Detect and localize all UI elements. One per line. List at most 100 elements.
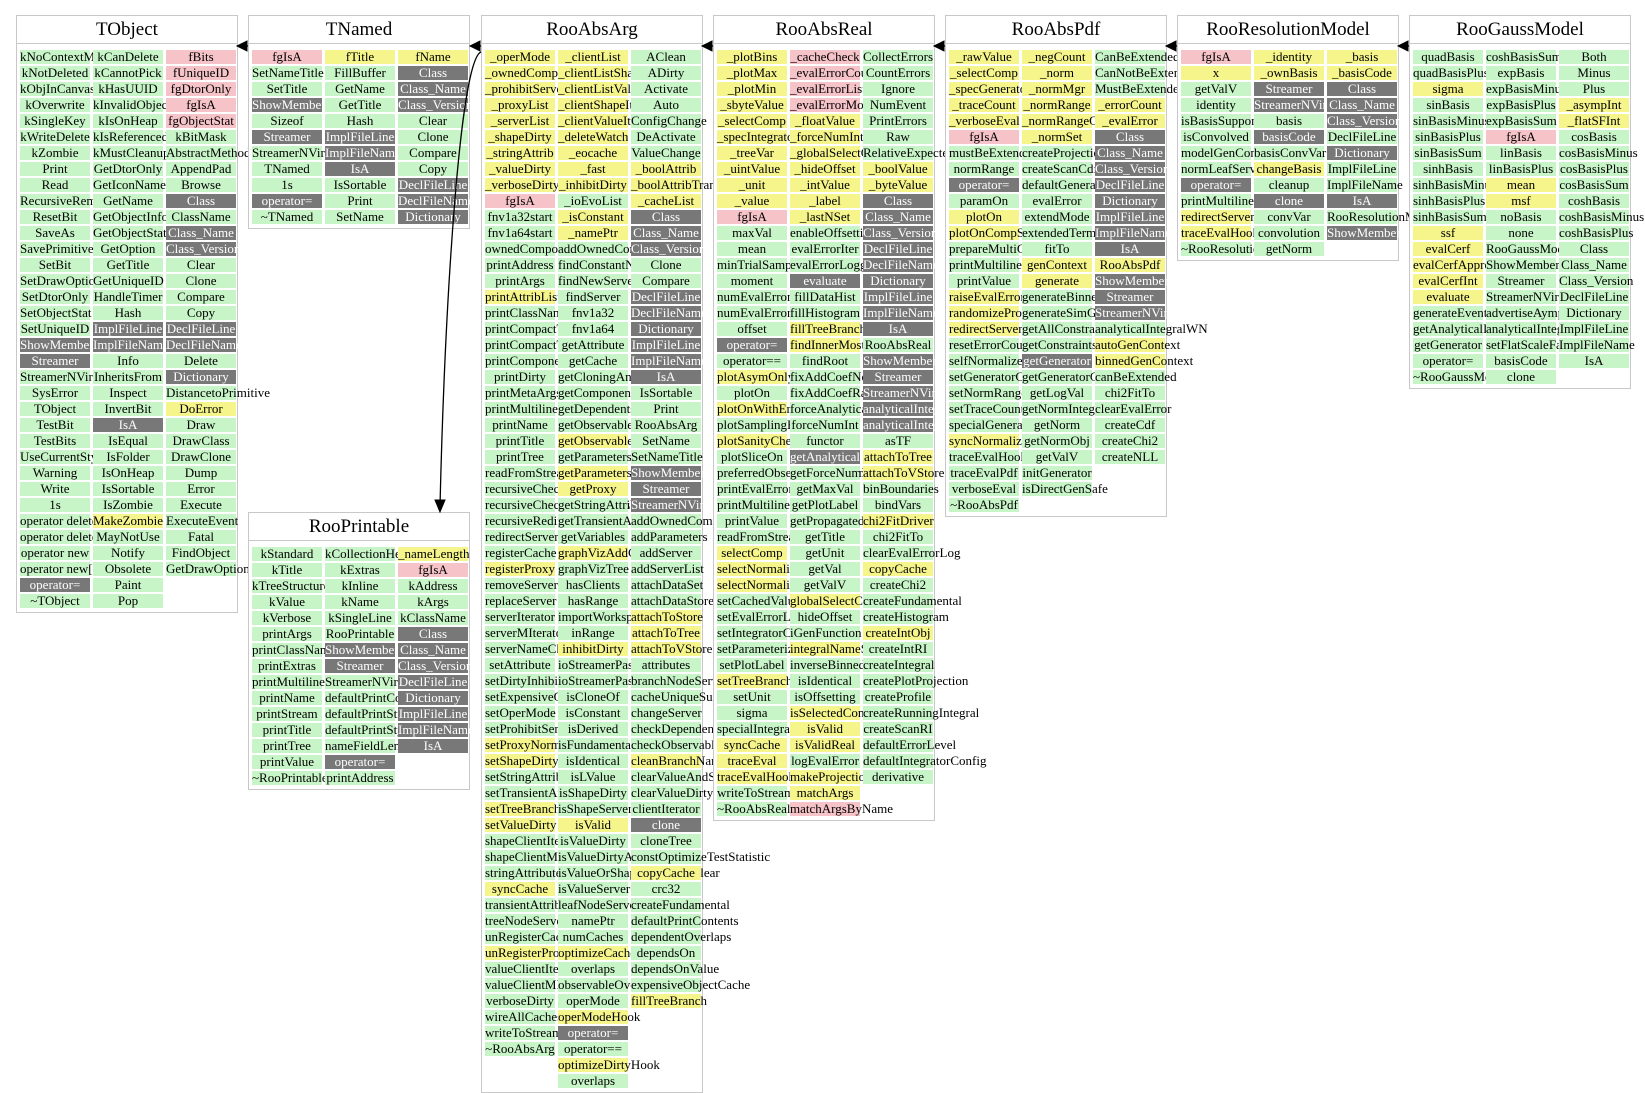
class-title: RooAbsArg bbox=[482, 16, 702, 44]
member-item: printCompactTreeHook bbox=[485, 338, 609, 352]
member-label: createFundamental bbox=[863, 593, 962, 608]
member-item: ImplFileLine bbox=[398, 707, 468, 721]
member-item: findServer bbox=[558, 290, 628, 304]
member-item: ownedComponents bbox=[485, 242, 585, 256]
member-label: selectComp bbox=[721, 545, 783, 560]
member-item: createRunningIntegral bbox=[863, 706, 979, 720]
member-label: ShowMembers bbox=[631, 465, 710, 480]
member-item: plotOnCompSelect bbox=[949, 226, 1049, 240]
member-label: Class_Version bbox=[1095, 161, 1170, 176]
member-label: createIntRI bbox=[868, 641, 928, 656]
member-label: fnv1a32 bbox=[571, 305, 615, 320]
member-label: Sizeof bbox=[270, 113, 304, 128]
member-item: Read bbox=[20, 178, 90, 192]
member-item: ImplFileName bbox=[93, 338, 169, 352]
member-label: printName bbox=[492, 417, 548, 432]
member-label: coshBasisPlus bbox=[1559, 225, 1634, 240]
member-item: autoGenContext bbox=[1095, 338, 1180, 352]
member-item: traceEvalHook bbox=[1181, 226, 1259, 240]
member-label: integralNameSuffix bbox=[790, 641, 894, 656]
member-item: valueClientMIterator bbox=[485, 978, 595, 992]
member-item: SetDrawOption bbox=[20, 273, 102, 288]
member-item: printAddress bbox=[485, 258, 555, 272]
member-label: isOffsetting bbox=[794, 689, 856, 704]
member-label: isValueServer bbox=[558, 881, 631, 896]
member-item: AppendPad bbox=[166, 162, 236, 176]
member-item: fgIsA bbox=[949, 130, 1019, 144]
member-item: Dictionary bbox=[1559, 306, 1629, 320]
member-label: matchArgs bbox=[796, 785, 854, 800]
member-label: GetDtorOnly bbox=[93, 161, 163, 176]
member-label: _clientShapeIter bbox=[558, 97, 644, 112]
member-label: minTrialSamples bbox=[717, 257, 807, 272]
edge-roogaussmodel-to-rooresolutionmodel bbox=[1396, 40, 1409, 52]
member-item: setParameterizeIntegral bbox=[717, 642, 840, 656]
member-label: CountErrors bbox=[865, 65, 931, 80]
member-label: RooAbsPdf bbox=[1099, 257, 1161, 272]
member-item: crc32 bbox=[631, 882, 701, 896]
member-label: registerCache bbox=[485, 545, 557, 560]
member-item: TNamed bbox=[252, 162, 322, 176]
member-label: printCompactTree bbox=[485, 321, 580, 336]
member-item: Class bbox=[1559, 242, 1629, 256]
member-label: ImplFileLine bbox=[1095, 209, 1165, 224]
member-item: Raw bbox=[863, 130, 933, 144]
member-label: kIsOnHeap bbox=[98, 113, 158, 128]
member-item: HandleTimer bbox=[93, 290, 163, 304]
member-item: getValV bbox=[790, 578, 860, 592]
member-label: ShowMembers bbox=[1486, 257, 1565, 272]
member-item: CountErrors bbox=[863, 66, 933, 80]
member-item: operator= bbox=[558, 1026, 628, 1040]
member-label: redirectServersHook bbox=[949, 321, 1057, 336]
member-item: attachDataSet bbox=[631, 578, 703, 592]
member-item: StreamerNVirtual bbox=[1254, 98, 1346, 112]
member-item: cosBasis bbox=[1559, 130, 1629, 144]
member-label: isValueDirtyAndClear bbox=[558, 849, 675, 864]
member-item: _normRange bbox=[1022, 98, 1092, 112]
member-label: binBoundaries bbox=[863, 481, 939, 496]
member-label: kNoContextMenu bbox=[20, 49, 114, 64]
member-label: clientIterator bbox=[632, 801, 700, 816]
member-label: isBasisSupported bbox=[1181, 113, 1272, 128]
member-label: HandleTimer bbox=[93, 289, 163, 304]
member-label: operator= bbox=[726, 337, 778, 352]
member-item: DoError bbox=[166, 402, 236, 416]
member-item: plotOnWithErrorBand bbox=[717, 402, 833, 416]
member-label: evalError bbox=[1032, 193, 1082, 208]
member-label: Clone bbox=[185, 273, 217, 288]
member-label: isIdentical bbox=[565, 753, 621, 768]
member-label: SetDrawOption bbox=[20, 273, 102, 288]
member-item: generateEvent bbox=[1413, 306, 1487, 320]
member-label: sinBasisPlus bbox=[1415, 129, 1481, 144]
member-item: kValue bbox=[252, 595, 322, 609]
member-item: nameFieldLength bbox=[325, 739, 417, 753]
member-item: Copy bbox=[166, 306, 236, 320]
member-item: fUniqueID bbox=[166, 66, 236, 80]
member-item: GetObjectStat bbox=[93, 226, 167, 240]
edge-rooabsarg-to-tnamed bbox=[468, 40, 481, 52]
member-label: randomizeProtoOrder bbox=[949, 305, 1063, 320]
member-label: isIdentical bbox=[797, 673, 853, 688]
member-item: registerCache bbox=[485, 545, 557, 560]
member-label: stringAttributes bbox=[485, 865, 567, 880]
member-item: addServerList bbox=[631, 562, 704, 576]
member-item: SetName bbox=[631, 434, 701, 448]
member-item: IsEqual bbox=[93, 434, 163, 448]
member-item: kClassName bbox=[398, 611, 468, 625]
member-label: numEvalErrorItems bbox=[717, 289, 821, 304]
member-label: kInline bbox=[341, 578, 379, 593]
member-item: Class_Name bbox=[166, 226, 236, 240]
member-item: sinBasisMinus bbox=[1413, 114, 1490, 128]
member-label: recursiveRedirectServers bbox=[485, 513, 616, 528]
member-label: printStream bbox=[256, 706, 318, 721]
member-item: SysError bbox=[20, 386, 90, 400]
member-label: Class_Name bbox=[1329, 97, 1395, 112]
member-label: ~TObject bbox=[30, 593, 80, 608]
member-item: NumEvent bbox=[863, 98, 933, 112]
member-label: checkObservables bbox=[631, 737, 726, 752]
member-label: plotOn bbox=[965, 209, 1003, 224]
member-item: kSingleKey bbox=[20, 114, 90, 128]
member-item: Print bbox=[631, 402, 701, 416]
member-label: serverIterator bbox=[485, 609, 556, 624]
member-label: findInnerMostIntegration bbox=[790, 337, 923, 352]
